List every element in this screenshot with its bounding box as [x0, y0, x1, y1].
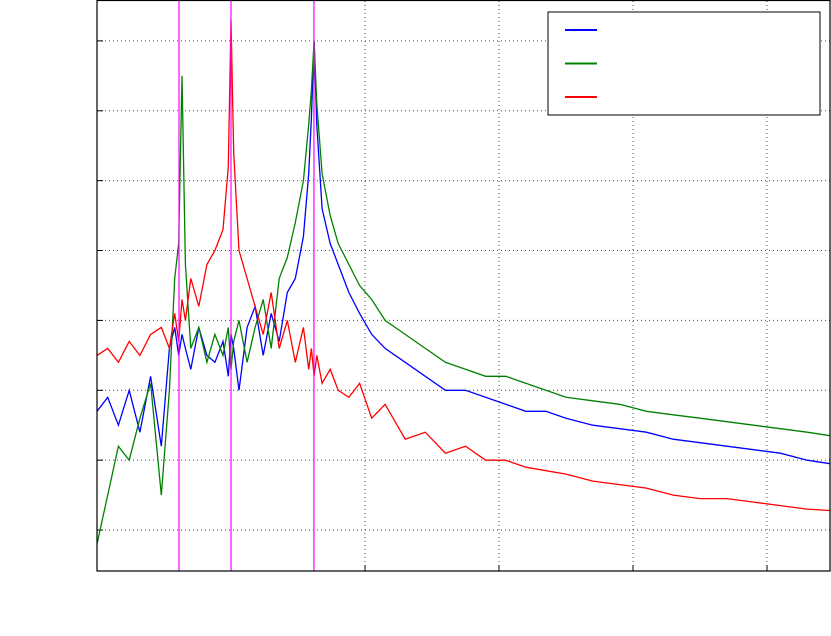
- legend: [547, 11, 821, 116]
- series-line: [96, 19, 831, 512]
- series-line: [96, 40, 831, 465]
- plot-frame: [96, 0, 831, 572]
- series-line: [96, 40, 831, 545]
